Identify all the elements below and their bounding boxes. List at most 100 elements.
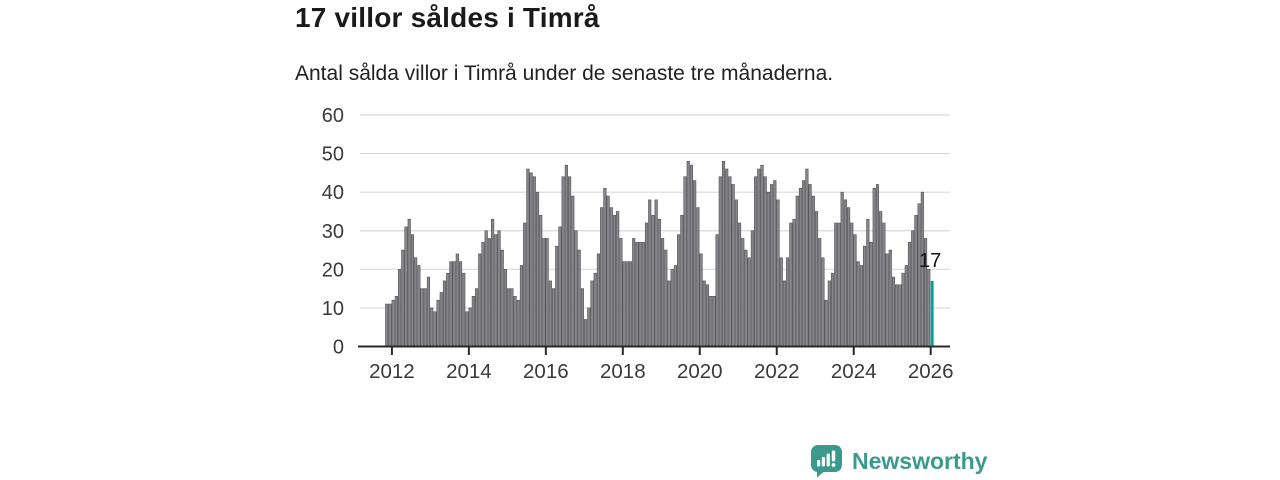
bar: [580, 288, 584, 347]
bar: [907, 242, 912, 347]
x-tick-label: 2022: [754, 360, 800, 383]
bar: [763, 176, 767, 347]
bar: [551, 288, 556, 347]
y-tick-label: 30: [322, 221, 344, 243]
bar: [814, 211, 819, 347]
x-tick-label: 2012: [369, 360, 415, 383]
bar: [410, 234, 415, 347]
bar: [651, 215, 655, 347]
highlight-bar: [930, 280, 934, 347]
bar: [500, 249, 504, 347]
bar: [612, 215, 617, 347]
bar: [468, 307, 472, 347]
y-tick-label: 60: [322, 105, 344, 127]
bar: [548, 280, 552, 347]
bar: [430, 307, 434, 347]
bar: [715, 234, 719, 347]
bar: [385, 303, 389, 347]
bar: [821, 257, 825, 347]
bar: [914, 215, 918, 347]
bar: [404, 226, 408, 347]
y-tick-label: 20: [322, 259, 344, 281]
bar: [834, 222, 838, 347]
bar: [792, 218, 796, 347]
bar: [439, 292, 443, 347]
bar: [750, 230, 754, 347]
bar: [484, 230, 488, 347]
bar: [882, 222, 886, 347]
bar: [917, 203, 921, 347]
bar: [609, 207, 613, 347]
bar: [744, 249, 748, 347]
bar: [654, 199, 658, 347]
bar: [911, 230, 915, 347]
bar: [587, 307, 591, 347]
bar: [398, 269, 402, 347]
bar: [904, 265, 908, 347]
bar: [584, 319, 588, 347]
x-axis-labels: 2012 2014 2016 2018 2020 2022 2024 2026: [369, 347, 953, 383]
y-tick-label: 10: [322, 298, 344, 320]
bar: [898, 284, 902, 347]
bar: [532, 176, 536, 347]
bar: [782, 280, 787, 347]
bar: [391, 299, 395, 347]
bar: [863, 245, 867, 347]
bar: [414, 257, 418, 347]
bar: [741, 238, 745, 347]
bar: [519, 265, 524, 347]
bar: [885, 253, 889, 347]
bar: [798, 188, 803, 347]
bar: [779, 257, 783, 347]
bar: [555, 245, 559, 347]
bar: [625, 261, 629, 347]
bar: [670, 269, 674, 347]
bar: [718, 176, 722, 347]
bar: [474, 288, 479, 347]
x-tick-label: 2016: [523, 360, 569, 383]
bar: [507, 288, 511, 347]
bar: [593, 272, 597, 347]
bar: [494, 234, 498, 347]
bar: [478, 253, 482, 347]
bar: [824, 299, 828, 347]
bar: [818, 238, 822, 347]
bar: [830, 272, 835, 347]
bar: [776, 199, 780, 347]
bar: [388, 303, 392, 347]
bar: [423, 288, 427, 347]
bar: [891, 276, 896, 347]
bar: [850, 222, 854, 347]
bar: [686, 161, 690, 347]
bar: [635, 242, 639, 347]
bar: [616, 211, 620, 347]
bar: [683, 176, 687, 347]
bar: [709, 296, 713, 347]
bar: [442, 280, 447, 347]
bar: [529, 172, 533, 347]
chart-title: 17 villor såldes i Timrå: [295, 2, 600, 33]
bar: [628, 261, 633, 347]
bar: [433, 311, 437, 347]
bar: [564, 164, 568, 347]
bar: [660, 238, 665, 347]
bar: [487, 238, 491, 347]
bar: [641, 242, 645, 347]
bar: [526, 168, 530, 347]
brand-name: Newsworthy: [852, 447, 988, 474]
newsworthy-logo: Newsworthy: [810, 444, 987, 478]
bar: [648, 199, 652, 347]
bar: [901, 272, 905, 347]
bar: [757, 168, 761, 347]
bar: [689, 164, 694, 347]
bar: [436, 299, 440, 347]
bar: [731, 184, 735, 347]
bar: [805, 168, 809, 347]
bar: [491, 218, 495, 347]
bar: [927, 269, 931, 347]
bar: [840, 191, 844, 347]
bar-chart-speech-bubble-icon: [811, 445, 842, 478]
y-axis-labels: 0 10 20 30 40 50 60: [322, 105, 344, 359]
bar: [638, 242, 642, 347]
